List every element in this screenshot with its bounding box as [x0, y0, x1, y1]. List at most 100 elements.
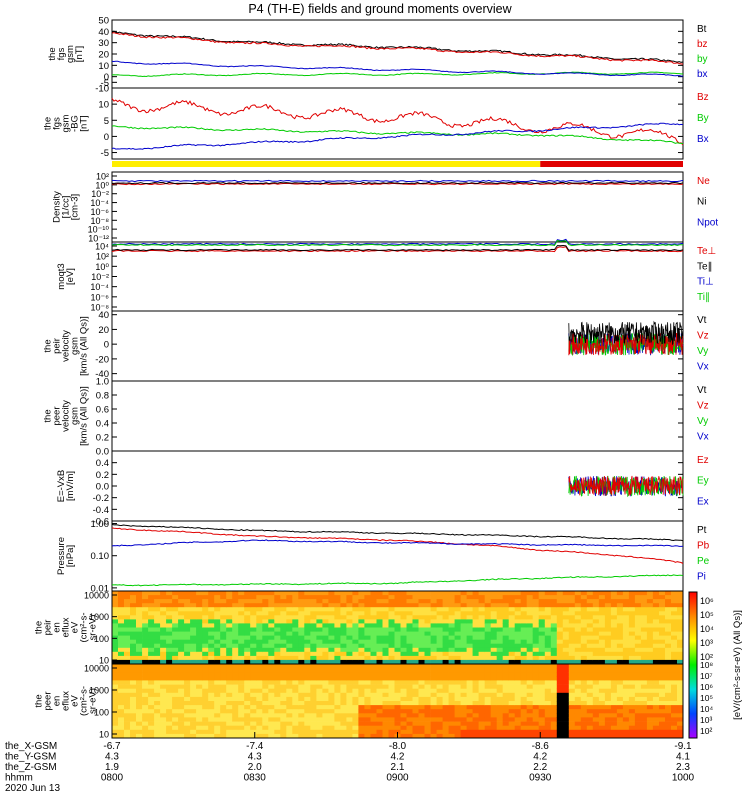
p1-ytick-label: -5: [101, 78, 109, 89]
p9-cell: [220, 659, 227, 665]
p9-cell: [256, 595, 263, 600]
p9-cell: [550, 607, 558, 612]
p10-cell: [286, 676, 293, 681]
p10-cell: [562, 692, 570, 698]
p10-cell: [262, 725, 269, 731]
p9-cell: [580, 623, 588, 628]
p2-ylabel-line: fgs: [52, 117, 63, 130]
p9-cell: [418, 655, 425, 661]
p9-cell: [677, 651, 684, 657]
p10-cell: [628, 684, 636, 690]
p10-cell: [196, 729, 203, 735]
p10-cell: [268, 717, 275, 722]
p10-cell: [232, 717, 239, 722]
p10-cell: [304, 684, 311, 690]
p9-cell: [340, 595, 347, 600]
p9-cell: [418, 647, 425, 653]
p10-cell: [202, 705, 209, 710]
p10-cell: [430, 733, 437, 739]
p10-cell: [526, 692, 534, 698]
p10-cell: [142, 692, 149, 698]
p9-cell: [652, 635, 660, 641]
p9-cell: [526, 603, 534, 608]
p9-cell: [280, 599, 287, 604]
p9-cell: [190, 655, 197, 661]
p9-cell: [424, 619, 431, 624]
p9-cell: [592, 595, 600, 600]
p9-cell: [652, 607, 660, 612]
p9-cell: [472, 655, 479, 661]
p10-cell: [298, 672, 305, 677]
p10-cell: [370, 676, 377, 681]
p10-cell: [586, 729, 594, 735]
p10-cell: [430, 721, 437, 727]
p10-cell: [154, 668, 161, 673]
p9-cell: [370, 647, 377, 653]
p10-cell: [622, 692, 630, 698]
p6-frame: [111, 380, 684, 452]
p10-cell: [665, 733, 672, 739]
p10-cell: [406, 672, 413, 677]
p10-cell: [166, 696, 173, 702]
p9-cell: [430, 591, 437, 596]
p9-cell: [190, 607, 197, 612]
p10-cell: [550, 733, 558, 739]
p10-cell: [148, 701, 155, 706]
p10-cell: [526, 717, 534, 722]
p9-cell: [370, 591, 377, 596]
p9-cell: [472, 651, 479, 657]
p10-cell: [196, 688, 203, 694]
p9-cell: [502, 611, 510, 616]
p9-cell: [292, 643, 299, 649]
p5-series-Vz: [568, 332, 684, 356]
p10-cell: [358, 701, 365, 706]
p9-cell: [532, 615, 540, 620]
p10-cell: [160, 668, 167, 673]
p9-cell: [622, 603, 630, 608]
p10-cell: [340, 713, 347, 718]
p9-cell: [364, 607, 371, 612]
p10-cell: [214, 725, 221, 731]
p10-cell: [136, 733, 143, 739]
p10-cell: [538, 705, 546, 710]
p9-cell: [604, 599, 612, 604]
p7-ylabel-line: [mV/m]: [65, 471, 76, 501]
p10-cell: [604, 684, 612, 690]
p10-cell: [202, 721, 209, 727]
p10-cell: [382, 676, 389, 681]
p10-cell: [677, 692, 684, 698]
p10-cell: [394, 701, 401, 706]
p10-cell: [340, 725, 347, 731]
p9-cell: [172, 647, 179, 653]
p10-cell: [538, 668, 546, 673]
p3-ylabel-line: Density: [52, 191, 63, 223]
p10-cell: [628, 692, 636, 698]
p10-cell: [659, 676, 666, 681]
p9-cell: [448, 635, 455, 641]
p10-cell: [598, 725, 606, 731]
p10-cell: [382, 713, 389, 718]
p10-cell: [544, 725, 552, 731]
p10-cell: [208, 701, 215, 706]
p10-cell: [550, 721, 558, 727]
p9-cell: [196, 619, 203, 624]
p10-cell: [544, 717, 552, 722]
p9-cell: [142, 659, 149, 665]
p9-cell: [178, 647, 185, 653]
p9-cell: [526, 643, 534, 649]
p10-cell: [526, 696, 534, 702]
p9-cell: [376, 599, 383, 604]
p9-cell: [466, 615, 473, 620]
p10-cell: [382, 717, 389, 722]
p10-cell: [598, 721, 606, 727]
p9-cell: [238, 651, 245, 657]
p10-cell: [268, 701, 275, 706]
p10-cell: [460, 668, 467, 673]
p10-cell: [478, 721, 485, 727]
p10-cell: [592, 680, 600, 685]
p9-cell: [671, 611, 678, 616]
p10-cell: [382, 668, 389, 673]
p9-cell: [466, 591, 473, 596]
p9-cell: [671, 643, 678, 649]
